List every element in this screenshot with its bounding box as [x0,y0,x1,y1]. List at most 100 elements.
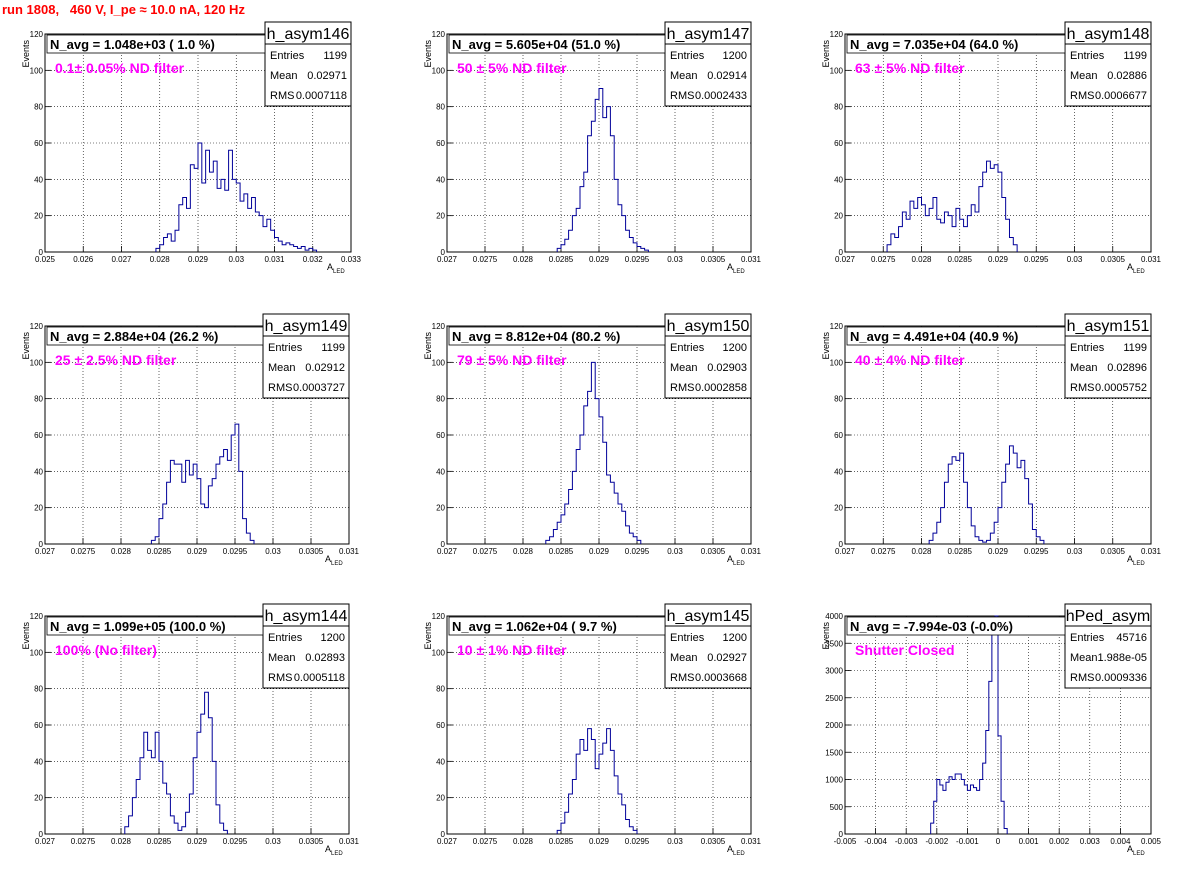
x-tick-label: 0.0295 [625,837,650,846]
y-axis-label: Events [821,40,831,68]
stat-box-name: h_asym145 [667,608,750,625]
stat-label-mean: Mean [1070,652,1098,664]
n-avg-text: N_avg = 1.099e+05 (100.0 %) [50,619,226,634]
x-tick-label: 0.029 [589,837,610,846]
x-tick-label: -0.002 [925,837,948,846]
histogram-panel-h_asym144: 0.027 0.0275 0.028 0.0285 0.029 0.0295 0.03 0.0… [21,603,360,857]
filter-label: 100% (No filter) [55,642,157,658]
stat-label-rms: RMS [1070,672,1094,684]
x-tick-label: 0.027 [35,547,56,556]
y-tick-label: 120 [432,30,446,39]
x-axis-label-sub: LED [331,561,343,567]
x-tick-label: -0.005 [834,837,857,846]
histogram-series-h_asym151 [928,445,1045,544]
x-tick-label: 0.001 [1019,837,1040,846]
y-tick-label: 120 [830,322,844,331]
histogram-series-h_asym145 [556,728,638,834]
stat-label-entries: Entries [1070,50,1105,62]
x-axis-label-sub: LED [333,269,345,275]
stat-value-mean: 0.02903 [707,362,747,374]
y-tick-label: 120 [432,322,446,331]
x-tick-label: 0.031 [339,837,360,846]
x-tick-label: 0.033 [341,255,362,264]
stat-value-entries: 1199 [1123,342,1147,354]
stat-label-entries: Entries [1070,342,1105,354]
x-tick-label: 0.03 [1067,255,1083,264]
n-avg-box [448,326,666,346]
y-tick-label: 20 [436,794,445,803]
stat-label-rms: RMS [270,90,294,102]
stat-label-mean: Mean [268,652,296,664]
x-tick-label: 0.03 [667,837,683,846]
stat-label-mean: Mean [270,70,298,82]
filter-label: 79 ± 5% ND filter [457,352,567,368]
stat-value-rms: 0.0003668 [695,672,747,684]
x-tick-label: 0.0295 [1024,547,1049,556]
x-tick-label: 0.0285 [549,255,574,264]
x-axis-label-sub: LED [1133,269,1145,275]
x-axis-label-sub: LED [1133,851,1145,857]
x-tick-label: 0.0285 [948,547,973,556]
y-tick-label: 80 [436,103,445,112]
x-tick-label: 0.028 [513,837,534,846]
y-tick-label: 80 [436,395,445,404]
y-tick-label: 80 [834,395,843,404]
y-tick-label: 40 [34,175,43,184]
plot-frame [44,33,352,253]
stat-label-entries: Entries [1070,632,1105,644]
y-tick-label: 2000 [825,721,843,730]
plot-frame [844,33,1152,253]
x-tick-label: 0.03 [1067,547,1083,556]
histogram-series-h_asym148 [886,160,1018,252]
stat-box [664,21,752,107]
y-tick-label: 0 [839,248,844,257]
histogram-panel-h_asym145: 0.027 0.0275 0.028 0.0285 0.029 0.0295 0.03 0.0… [423,603,762,857]
stat-value-entries: 1199 [321,342,345,354]
y-axis-label: Events [21,332,31,360]
x-tick-label: 0.0305 [701,255,726,264]
histogram-panel-h_asym148: 0.027 0.0275 0.028 0.0285 0.029 0.0295 0.03 0.0… [821,21,1162,275]
x-tick-label: 0.028 [150,255,171,264]
stat-value-mean: 0.02893 [305,652,345,664]
stat-value-mean: 1.988e-05 [1097,652,1147,664]
n-avg-text: N_avg = 8.812e+04 (80.2 %) [452,329,620,344]
stat-value-entries: 1200 [723,50,747,62]
x-tick-label: 0.031 [339,547,360,556]
stat-label-mean: Mean [670,652,698,664]
stat-label-rms: RMS [670,672,694,684]
y-tick-label: 60 [34,139,43,148]
x-tick-label: 0.028 [111,547,132,556]
x-tick-label: 0.0305 [299,837,324,846]
stat-value-mean: 0.02927 [707,652,747,664]
n-avg-box [46,616,264,636]
stat-value-entries: 1200 [321,632,345,644]
y-tick-label: 60 [834,139,843,148]
x-tick-label: 0.028 [111,837,132,846]
x-tick-label: 0.029 [988,255,1009,264]
y-tick-label: 20 [34,504,43,513]
stat-label-entries: Entries [268,342,303,354]
y-axis-label: Events [21,622,31,650]
x-tick-label: 0.004 [1110,837,1131,846]
y-tick-label: 60 [436,721,445,730]
x-axis-label-sub: LED [733,561,745,567]
n-avg-text: N_avg = 7.035e+04 (64.0 %) [850,37,1018,52]
n-avg-text: N_avg = 4.491e+04 (40.9 %) [850,329,1018,344]
y-tick-label: 100 [30,66,44,75]
stat-value-mean: 0.02914 [707,70,747,82]
y-tick-label: 60 [34,431,43,440]
stat-value-rms: 0.0006677 [1095,90,1147,102]
histogram-panel-h_asym151: 0.027 0.0275 0.028 0.0285 0.029 0.0295 0.03 0.0… [821,313,1162,567]
y-tick-label: 120 [30,30,44,39]
y-axis-label: Events [423,622,433,650]
stat-value-entries: 1200 [723,342,747,354]
histogram-series-h_asym144 [124,691,228,834]
x-tick-label: 0.028 [513,547,534,556]
x-tick-label: 0.031 [741,547,762,556]
filter-label: 63 ± 5% ND filter [855,60,965,76]
x-tick-label: 0.028 [911,255,932,264]
stat-label-rms: RMS [1070,90,1094,102]
stat-box [1064,313,1152,399]
stat-value-entries: 1199 [1123,50,1147,62]
histogram-panel-hPed_asym: -0.005 -0.004 -0.003 -0.002 -0.001 0 0.001 0.00… [821,603,1162,857]
